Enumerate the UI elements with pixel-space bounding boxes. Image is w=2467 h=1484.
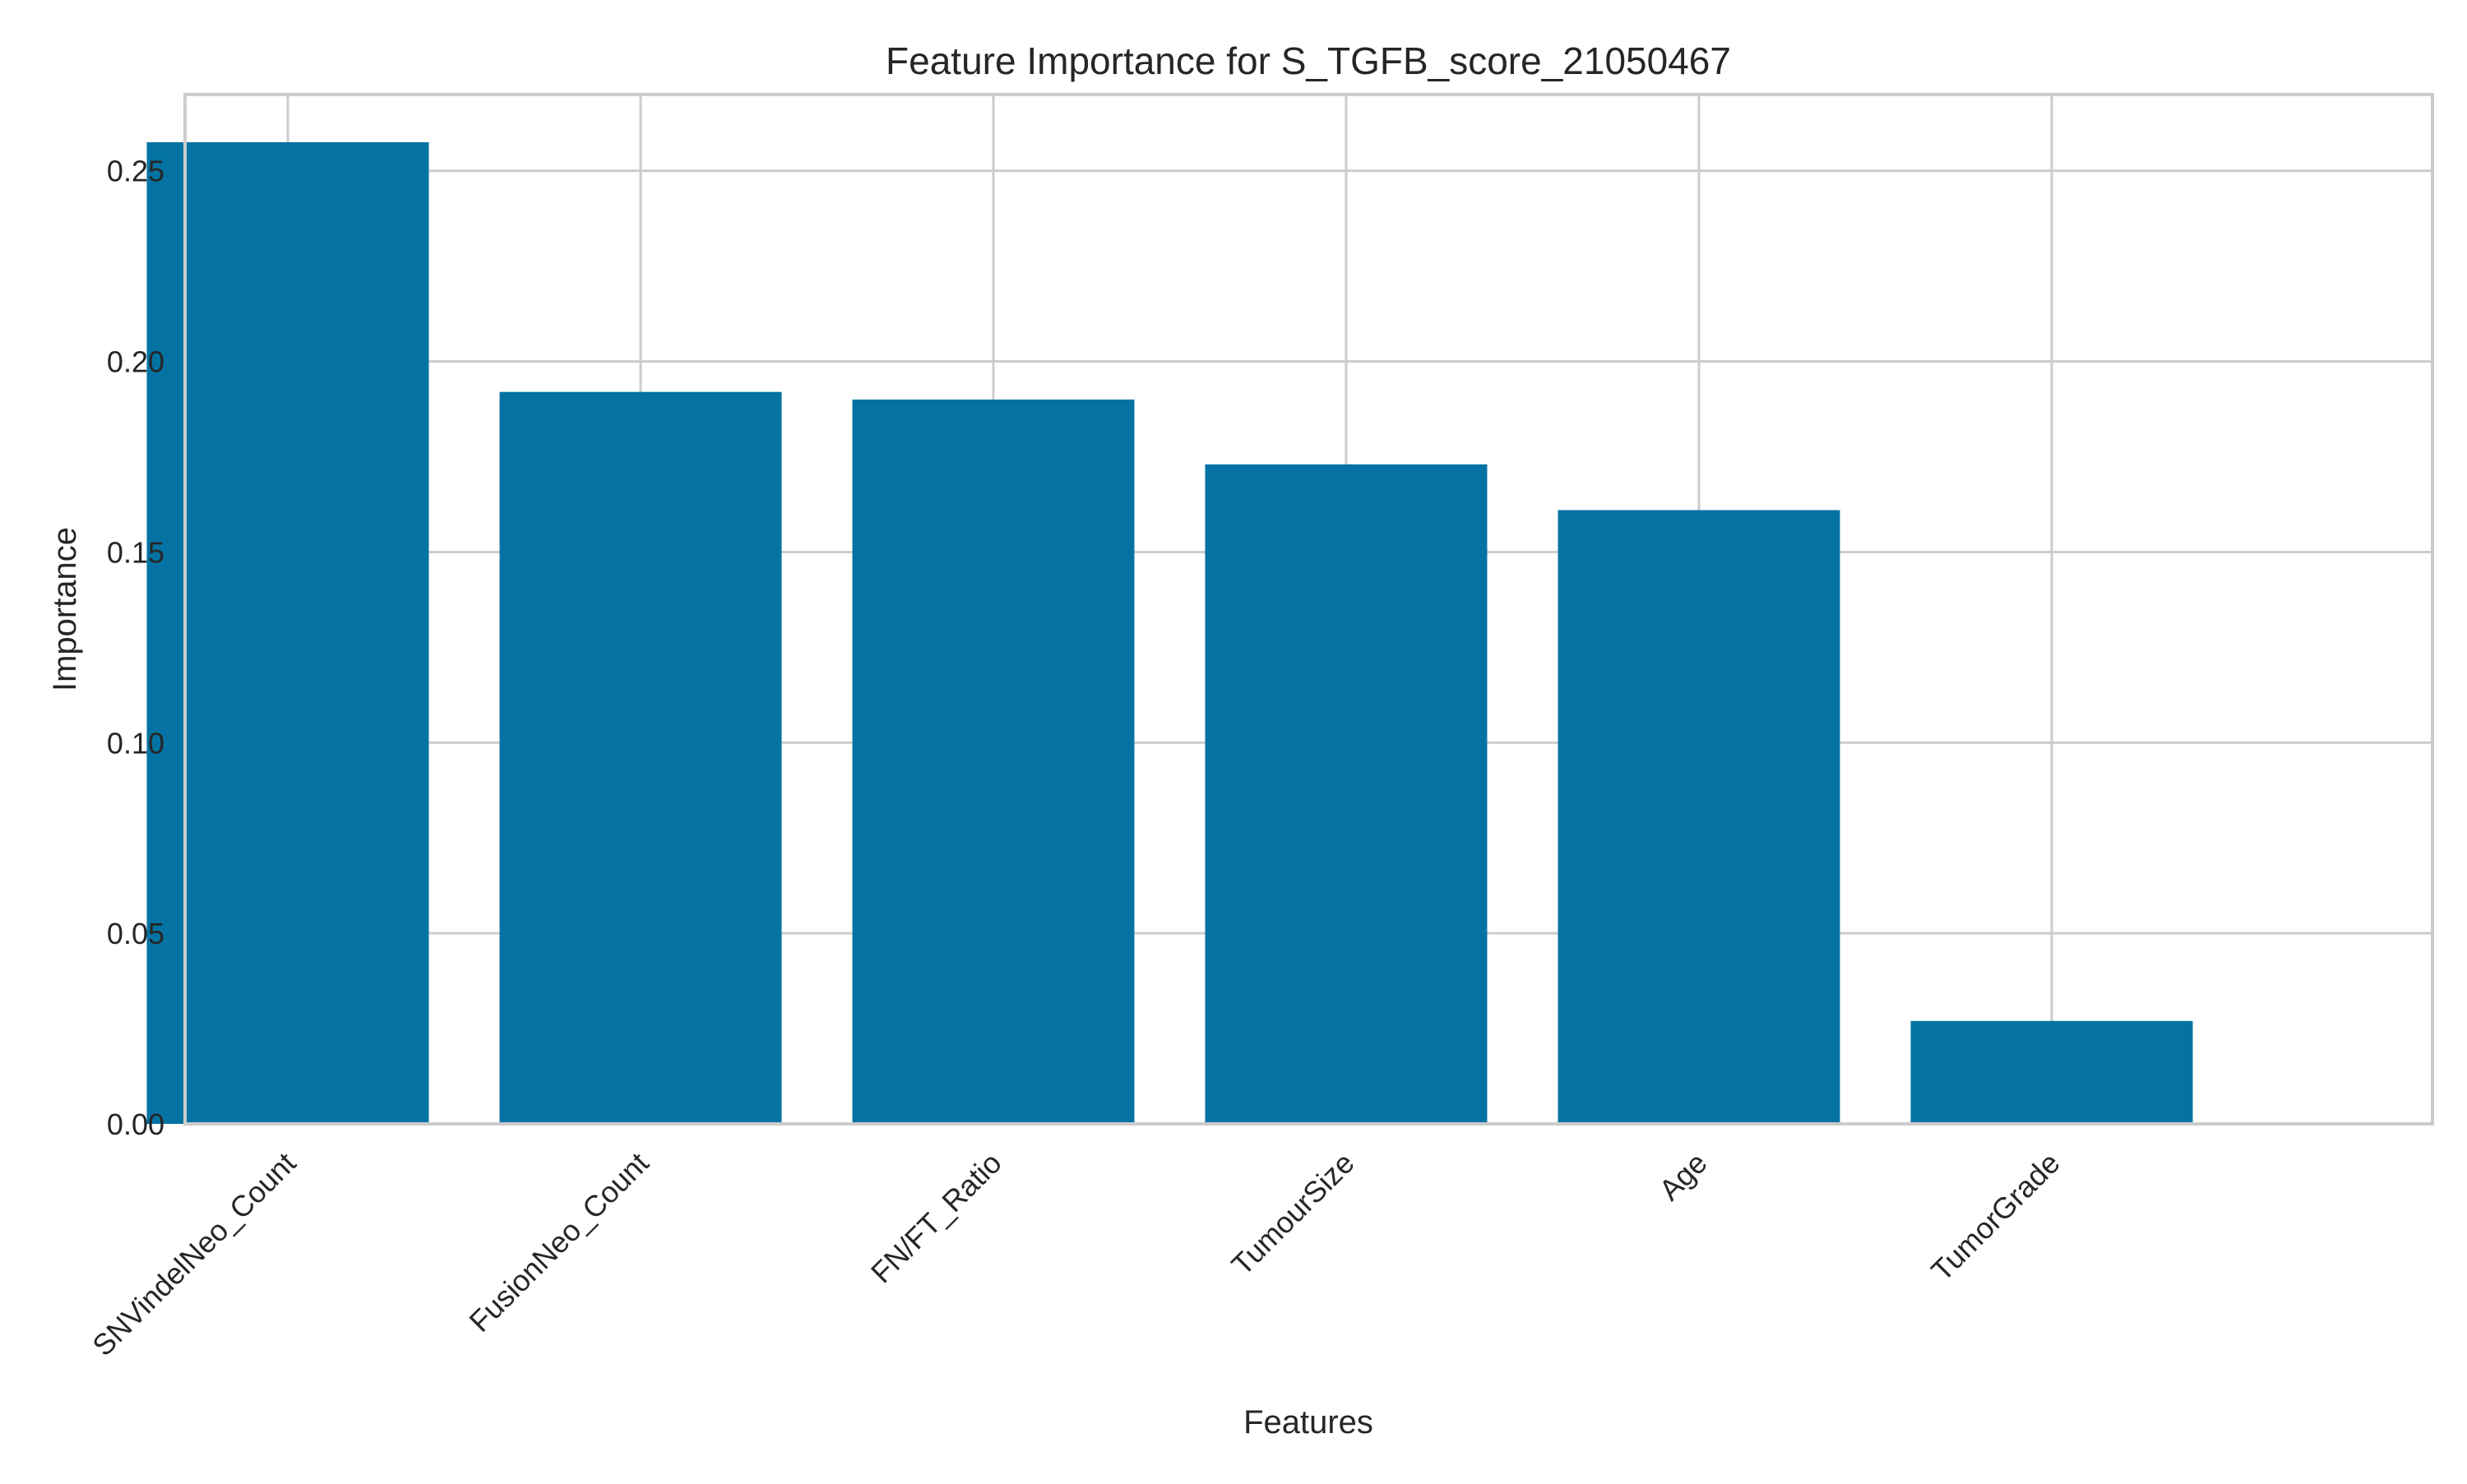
bar: [852, 399, 1135, 1124]
y-tick-label: 0.00: [107, 1107, 164, 1141]
bar: [146, 141, 429, 1124]
x-tick-labels: SNVindelNeo_Count FusionNeo_Count FN/FT_Ra…: [86, 1146, 2066, 1362]
x-tick-label: FN/FT_Ratio: [864, 1146, 1008, 1290]
x-tick-label: TumourSize: [1224, 1146, 1360, 1282]
bar: [1557, 510, 1840, 1124]
y-tick-label: 0.15: [107, 535, 164, 569]
plot-frame: [183, 93, 2434, 1126]
y-axis-label: Importance: [47, 527, 83, 691]
y-tick-label: 0.25: [107, 155, 164, 188]
y-tick-label: 0.10: [107, 726, 164, 760]
y-tick-label: 0.20: [107, 345, 164, 379]
bar: [499, 391, 782, 1124]
x-tick-label: FusionNeo_Count: [462, 1146, 655, 1338]
x-tick-label: Age: [1652, 1146, 1713, 1207]
bar: [1910, 1020, 2193, 1124]
x-tick-label: TumorGrade: [1924, 1146, 2066, 1288]
bars: [146, 141, 2193, 1124]
y-tick-labels: 0.00 0.05 0.10 0.15 0.20 0.25: [107, 155, 164, 1141]
bar: [1205, 464, 1488, 1124]
y-tick-label: 0.05: [107, 917, 164, 950]
x-tick-label: SNVindelNeo_Count: [86, 1146, 302, 1362]
chart-title: Feature Importance for S_TGFB_score_2105…: [886, 39, 1731, 82]
x-axis-label: Features: [1243, 1404, 1373, 1440]
